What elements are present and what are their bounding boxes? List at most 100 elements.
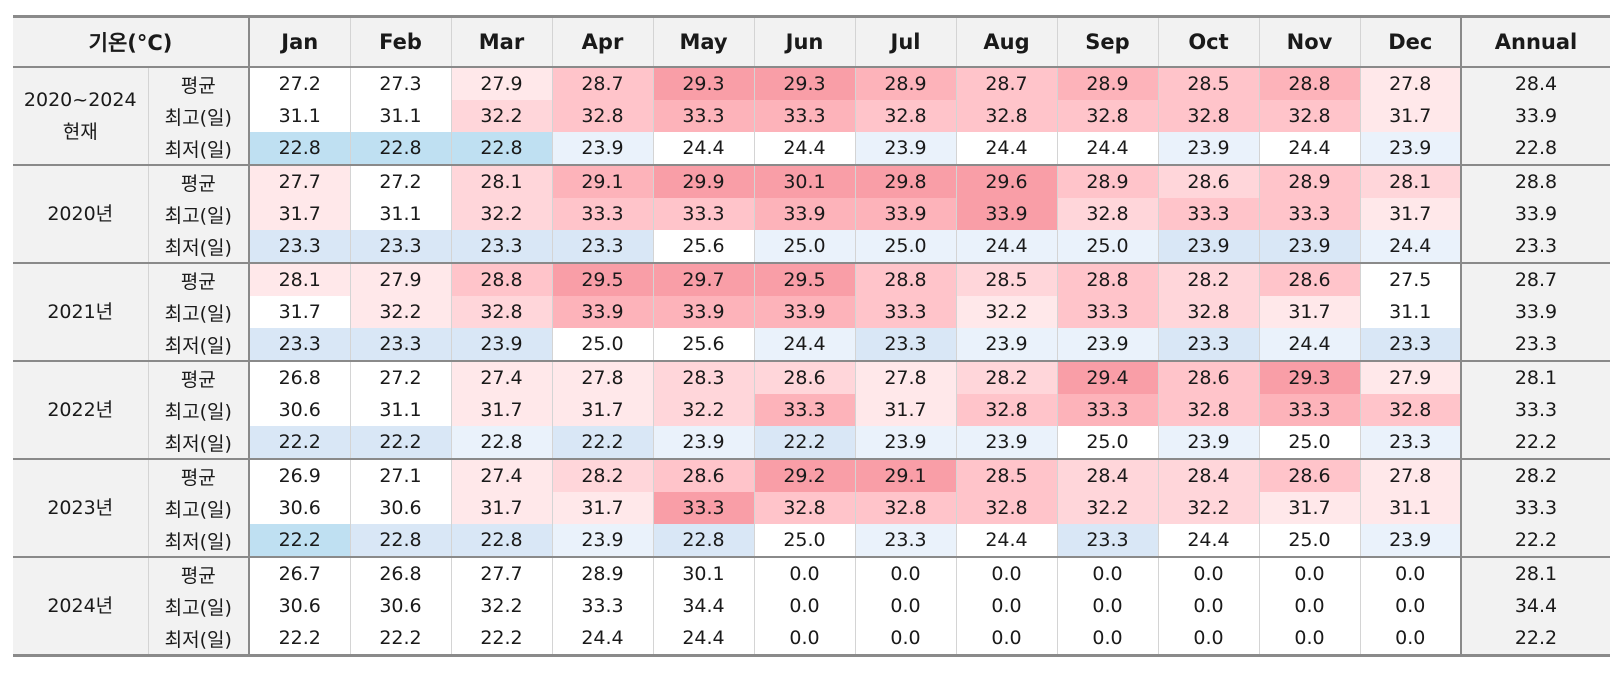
value-cell: 24.4 bbox=[1057, 132, 1159, 166]
table-row: 2020년 평균 27.7 27.2 28.1 29.1 29.9 30.1 29.8 29.6 2… bbox=[13, 165, 1610, 264]
value-cell: 0.0 bbox=[1057, 590, 1159, 622]
value-cell: 23.9 bbox=[1360, 524, 1462, 558]
value-cell: 32.2 bbox=[451, 590, 553, 622]
value-cell: 22.2 bbox=[350, 622, 452, 656]
value-cell: 29.3 bbox=[754, 67, 856, 100]
value-cell: 24.4 bbox=[1158, 524, 1260, 558]
annual-cell: 33.3 bbox=[1460, 394, 1610, 426]
value-cell: 28.1 bbox=[1360, 165, 1462, 198]
value-cell: 23.9 bbox=[1057, 328, 1159, 362]
row-label: 최저(일) bbox=[148, 426, 250, 460]
value-cell: 25.0 bbox=[754, 230, 856, 264]
month-header: Sep bbox=[1057, 16, 1159, 68]
value-cell: 0.0 bbox=[956, 622, 1058, 656]
value-cell: 23.9 bbox=[552, 132, 654, 166]
value-cell: 31.1 bbox=[350, 394, 452, 426]
value-cell: 22.2 bbox=[249, 524, 351, 558]
value-cell: 31.7 bbox=[1259, 296, 1361, 328]
value-cell: 25.0 bbox=[1259, 426, 1361, 460]
value-cell: 28.8 bbox=[451, 263, 553, 296]
value-cell: 32.8 bbox=[855, 100, 957, 132]
value-cell: 27.8 bbox=[1360, 67, 1462, 100]
value-cell: 31.7 bbox=[1259, 492, 1361, 524]
value-cell: 0.0 bbox=[855, 557, 957, 590]
value-cell: 23.3 bbox=[249, 328, 351, 362]
value-cell: 22.2 bbox=[249, 622, 351, 656]
annual-cell: 28.8 bbox=[1460, 165, 1610, 198]
value-cell: 27.3 bbox=[350, 67, 452, 100]
value-cell: 29.3 bbox=[653, 67, 755, 100]
value-cell: 28.4 bbox=[1057, 459, 1159, 492]
value-cell: 32.8 bbox=[956, 394, 1058, 426]
row-label: 최고(일) bbox=[148, 394, 250, 426]
value-cell: 0.0 bbox=[1158, 590, 1260, 622]
value-cell: 28.5 bbox=[956, 263, 1058, 296]
value-cell: 26.8 bbox=[350, 557, 452, 590]
value-cell: 31.7 bbox=[1360, 100, 1462, 132]
value-cell: 28.5 bbox=[1158, 67, 1260, 100]
month-header: Jul bbox=[855, 16, 957, 68]
value-cell: 25.6 bbox=[653, 230, 755, 264]
value-cell: 24.4 bbox=[956, 524, 1058, 558]
group-label: 2020~2024 현재 bbox=[13, 67, 149, 166]
row-label: 최고(일) bbox=[148, 296, 250, 328]
value-cell: 23.9 bbox=[1259, 230, 1361, 264]
value-cell: 27.4 bbox=[451, 361, 553, 394]
value-cell: 23.3 bbox=[552, 230, 654, 264]
value-cell: 28.6 bbox=[1158, 361, 1260, 394]
table-row: 최저(일) 22.8 22.8 22.8 23.9 24.4 24.4 23.9 24.4 24.… bbox=[13, 132, 1610, 166]
table-row: 최고(일) 31.1 31.1 32.2 32.8 33.3 33.3 32.8 32.8 32.… bbox=[13, 100, 1610, 132]
row-label: 최고(일) bbox=[148, 198, 250, 230]
value-cell: 31.7 bbox=[855, 394, 957, 426]
row-label: 평균 bbox=[148, 459, 250, 492]
value-cell: 28.1 bbox=[451, 165, 553, 198]
group-label: 2023년 bbox=[13, 459, 149, 558]
value-cell: 32.2 bbox=[350, 296, 452, 328]
month-header: May bbox=[653, 16, 755, 68]
value-cell: 29.1 bbox=[855, 459, 957, 492]
table-row: 최저(일) 22.2 22.2 22.2 24.4 24.4 0.0 0.0 0.0 0.0 0.0… bbox=[13, 622, 1610, 656]
row-label: 최고(일) bbox=[148, 590, 250, 622]
value-cell: 29.6 bbox=[956, 165, 1058, 198]
annual-cell: 23.3 bbox=[1460, 328, 1610, 362]
value-cell: 33.3 bbox=[1259, 394, 1361, 426]
value-cell: 28.6 bbox=[1259, 263, 1361, 296]
value-cell: 28.9 bbox=[1057, 67, 1159, 100]
month-header: Dec bbox=[1360, 16, 1462, 68]
value-cell: 0.0 bbox=[1158, 557, 1260, 590]
value-cell: 31.1 bbox=[350, 100, 452, 132]
annual-cell: 28.2 bbox=[1460, 459, 1610, 492]
value-cell: 32.8 bbox=[1158, 394, 1260, 426]
value-cell: 27.1 bbox=[350, 459, 452, 492]
value-cell: 32.8 bbox=[451, 296, 553, 328]
month-header: Jun bbox=[754, 16, 856, 68]
table-row: 2021년 평균 28.1 27.9 28.8 29.5 29.7 29.5 28.8 28.5 2… bbox=[13, 263, 1610, 362]
header-row: 기온(°C) Jan Feb Mar Apr May Jun Jul Aug S… bbox=[13, 16, 1610, 68]
value-cell: 28.6 bbox=[653, 459, 755, 492]
annual-cell: 22.8 bbox=[1460, 132, 1610, 166]
value-cell: 32.2 bbox=[451, 198, 553, 230]
annual-cell: 28.1 bbox=[1460, 557, 1610, 590]
value-cell: 28.6 bbox=[754, 361, 856, 394]
value-cell: 23.3 bbox=[855, 328, 957, 362]
value-cell: 33.3 bbox=[1057, 296, 1159, 328]
value-cell: 24.4 bbox=[754, 328, 856, 362]
value-cell: 30.6 bbox=[249, 492, 351, 524]
value-cell: 27.9 bbox=[1360, 361, 1462, 394]
value-cell: 27.5 bbox=[1360, 263, 1462, 296]
value-cell: 22.2 bbox=[249, 426, 351, 460]
value-cell: 0.0 bbox=[855, 590, 957, 622]
value-cell: 28.6 bbox=[1158, 165, 1260, 198]
annual-cell: 23.3 bbox=[1460, 230, 1610, 264]
value-cell: 22.8 bbox=[350, 132, 452, 166]
annual-cell: 28.7 bbox=[1460, 263, 1610, 296]
value-cell: 32.2 bbox=[1057, 492, 1159, 524]
value-cell: 31.7 bbox=[552, 394, 654, 426]
value-cell: 33.9 bbox=[653, 296, 755, 328]
temperature-table: 기온(°C) Jan Feb Mar Apr May Jun Jul Aug S… bbox=[13, 15, 1610, 657]
value-cell: 32.8 bbox=[1158, 296, 1260, 328]
value-cell: 0.0 bbox=[754, 622, 856, 656]
value-cell: 23.9 bbox=[451, 328, 553, 362]
value-cell: 32.2 bbox=[1158, 492, 1260, 524]
group-label: 2024년 bbox=[13, 557, 149, 656]
